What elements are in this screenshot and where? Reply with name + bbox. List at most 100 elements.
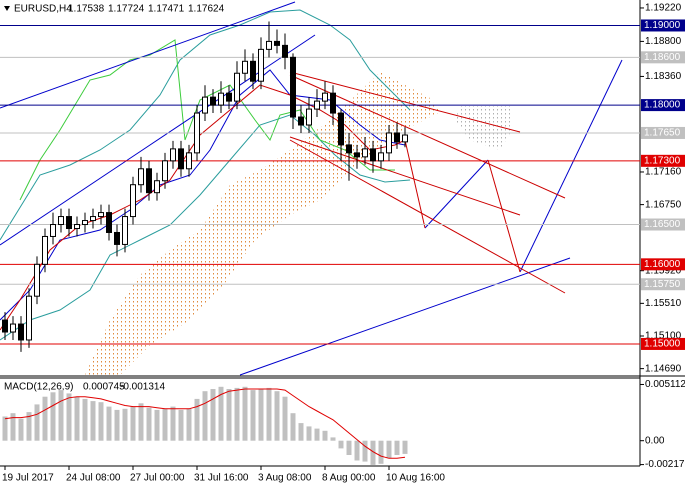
y-tick-label: 1.18360: [645, 71, 682, 82]
trend-line: [0, 1, 296, 109]
macd-bar: [250, 390, 256, 441]
macd-signal-line: [4, 388, 406, 459]
candle-body: [282, 44, 288, 58]
trend-line: [239, 257, 571, 376]
symbol: EURUSD,H4: [14, 4, 72, 15]
candle-body: [210, 96, 216, 106]
x-tick-label: 27 Jul 00:00: [130, 473, 185, 484]
macd-bar: [18, 418, 24, 441]
level-label-box: [641, 258, 685, 271]
candle-body: [298, 116, 304, 126]
candle-body: [178, 148, 184, 170]
candle-body: [106, 212, 112, 233]
x-tick-label: 24 Jul 08:00: [66, 473, 121, 484]
candle-body: [154, 180, 160, 194]
candle-body: [74, 224, 80, 230]
macd-bar: [226, 389, 232, 441]
macd-bar: [274, 391, 280, 441]
macd-bar: [154, 409, 160, 441]
macd-bar: [42, 396, 48, 441]
level-label-box: [641, 19, 685, 32]
y-tick-label: 1.17160: [645, 167, 682, 178]
macd-bar: [378, 440, 384, 464]
macd-bar: [386, 440, 392, 459]
macd-bar: [338, 440, 344, 449]
candle-body: [82, 220, 88, 226]
candle-body: [370, 148, 376, 162]
candle-body: [114, 231, 120, 245]
candle-body: [50, 224, 56, 237]
chikou-span: [19, 39, 395, 201]
candle-body: [346, 144, 352, 154]
candle-body: [226, 92, 232, 102]
bollinger-upper: [0, 9, 411, 241]
candle-body: [194, 112, 200, 154]
macd-bar: [402, 440, 408, 454]
candle-body: [234, 72, 240, 102]
forecast-line: [404, 139, 426, 229]
y-tick-label: 1.18800: [645, 36, 682, 47]
macd-bar: [66, 393, 72, 441]
macd-bar: [122, 408, 128, 441]
candle-body: [10, 323, 16, 333]
macd-bar: [298, 423, 304, 441]
candle-body: [42, 235, 48, 265]
candle-body: [330, 92, 336, 114]
macd-title: MACD(12,26,9): [4, 382, 73, 393]
macd-bar: [114, 409, 120, 441]
candle-body: [58, 216, 64, 226]
macd-bar: [138, 403, 144, 441]
candle-body: [306, 108, 312, 126]
plot-background: [0, 0, 640, 466]
macd-bar: [346, 440, 352, 455]
macd-bar: [202, 391, 208, 441]
macd-bar: [106, 406, 112, 441]
level-label-box: [641, 99, 685, 112]
level-label: 1.19000: [644, 20, 681, 31]
x-tick-label: 3 Aug 08:00: [258, 473, 312, 484]
candle-body: [98, 212, 104, 218]
candle-body: [90, 216, 96, 222]
macd-bar: [130, 406, 136, 441]
macd-bar: [242, 386, 248, 441]
macd-bar: [330, 437, 336, 441]
y-tick-label: 1.15510: [645, 298, 682, 309]
macd-bar: [290, 413, 296, 441]
x-tick-label: 8 Aug 00:00: [322, 473, 376, 484]
macd-bar: [178, 409, 184, 441]
level-label-box: [641, 51, 685, 64]
candle-body: [162, 160, 168, 182]
macd-tick-label: -0.002172: [645, 459, 685, 470]
macd-bar: [234, 387, 240, 441]
level-label: 1.18600: [644, 52, 681, 63]
header-high: 1.17724: [108, 4, 145, 15]
level-label-box: [641, 278, 685, 291]
level-label: 1.15000: [644, 339, 681, 350]
macd-bar: [162, 408, 168, 441]
candle-body: [146, 168, 152, 194]
candle-body: [130, 184, 136, 218]
forecast-line: [519, 59, 623, 273]
macd-bar: [258, 389, 264, 441]
candle-body: [362, 148, 368, 158]
x-tick-label: 31 Jul 16:00: [194, 473, 249, 484]
macd-bar: [34, 404, 40, 441]
candle-body: [66, 216, 72, 230]
y-tick-label: 1.16750: [645, 199, 682, 210]
x-tick-label: 10 Aug 16:00: [386, 473, 445, 484]
kijun-sen: [0, 69, 406, 321]
macd-bar: [186, 408, 192, 441]
level-label-box: [641, 154, 685, 167]
y-tick-label: 1.14690: [645, 363, 682, 374]
level-label: 1.15750: [644, 279, 681, 290]
candle-body: [218, 92, 224, 106]
macd-bar: [266, 387, 272, 441]
candle-body: [122, 216, 128, 245]
y-tick-label: 1.19220: [645, 3, 682, 14]
macd-bar: [82, 398, 88, 441]
header-open: 1.17538: [68, 4, 105, 15]
x-tick-label: 19 Jul 2017: [2, 473, 54, 484]
candle-body: [2, 319, 8, 333]
candle-body: [314, 100, 320, 110]
